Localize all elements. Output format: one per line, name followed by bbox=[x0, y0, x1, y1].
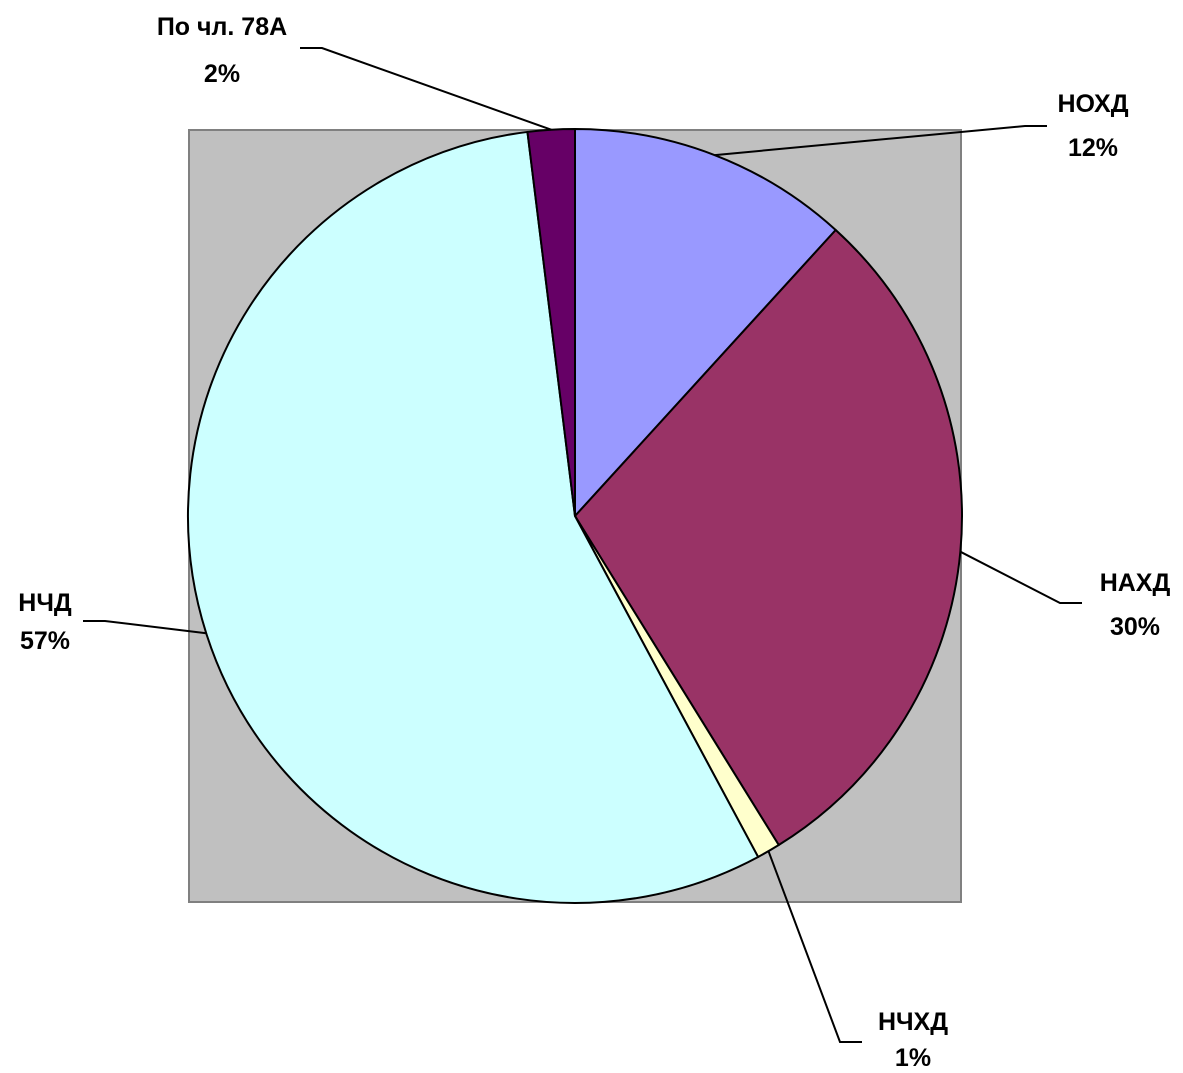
leader-line-5 bbox=[300, 47, 552, 131]
slice-name-label-4: НЧД bbox=[18, 589, 72, 617]
pie-slice-4 bbox=[187, 130, 760, 904]
slice-value-label-2: 30% bbox=[1110, 613, 1160, 641]
slice-labels: НОХД 12% НАХД 30% НЧХД 1% НЧД 57% По чл. 78А 2% bbox=[18, 13, 1170, 1072]
leader-lines bbox=[83, 47, 1082, 1043]
slice-value-label-5: 2% bbox=[204, 60, 240, 88]
slice-name-label-3: НЧХД bbox=[878, 1008, 948, 1036]
slice-value-label-4: 57% bbox=[20, 627, 70, 655]
slice-value-label-1: 12% bbox=[1068, 134, 1118, 162]
slice-name-label-2: НАХД bbox=[1100, 569, 1171, 597]
pie-slices bbox=[187, 127, 963, 904]
leader-line-2 bbox=[959, 550, 1082, 604]
slice-name-label-5: По чл. 78А bbox=[157, 13, 287, 41]
pie-slice-1 bbox=[574, 128, 837, 517]
slice-name-label-1: НОХД bbox=[1057, 90, 1128, 118]
slice-value-label-3: 1% bbox=[895, 1044, 931, 1072]
leader-line-3 bbox=[767, 850, 862, 1043]
leader-line-4 bbox=[83, 620, 207, 635]
leader-line-1 bbox=[714, 125, 1047, 157]
